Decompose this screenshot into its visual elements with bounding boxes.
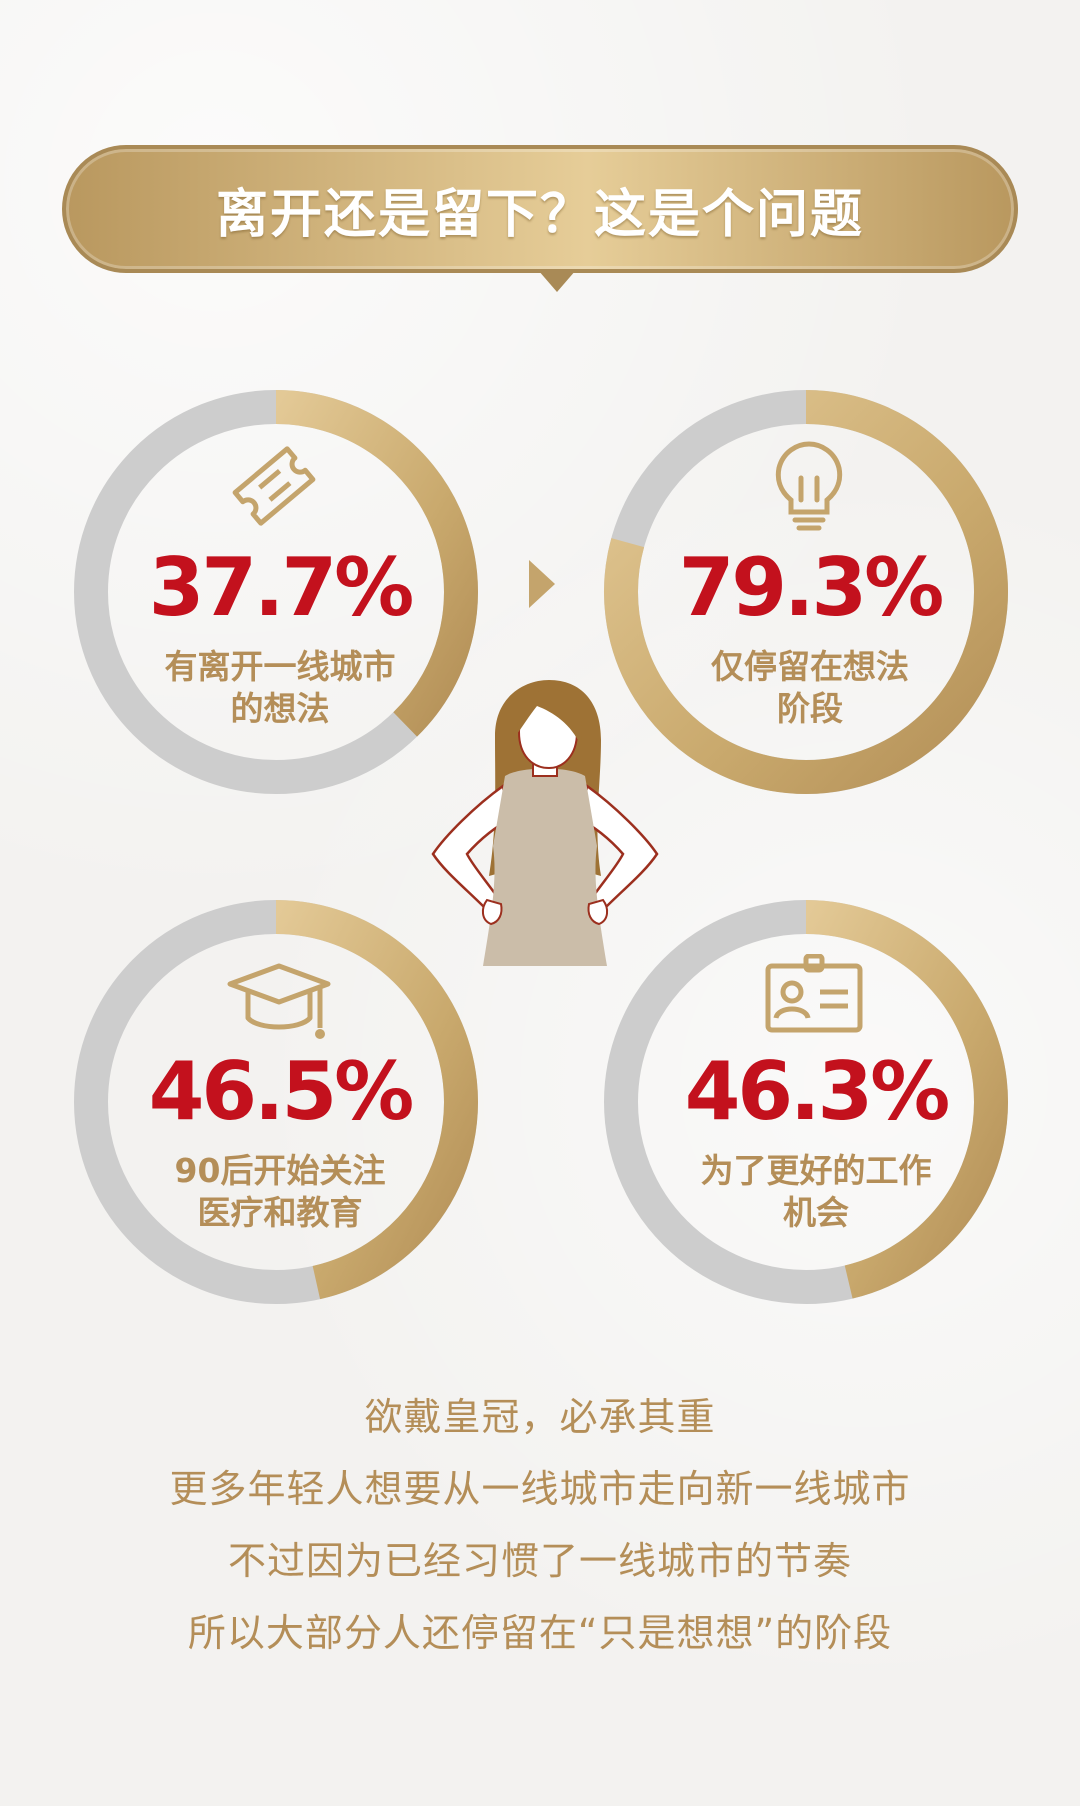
donut-only-thinking [604,390,1008,794]
donut-slice-value [604,390,1008,794]
stat-label: 90后开始关注 医疗和教育 [174,1151,386,1232]
stat-label: 仅停留在想法 阶段 [711,647,909,728]
stat-healthcare-education: 46.5% 90后开始关注 医疗和教育 [110,1052,450,1234]
donut-leave-city [74,390,478,794]
stat-value: 79.3% [678,541,945,634]
caption-line-4: 所以大部分人还停留在“只是想想”的阶段 [187,1611,893,1655]
stat-better-job: 46.3% 为了更好的工作 机会 [646,1052,986,1234]
graduation-cap-icon [227,963,331,1039]
donut-slice-value [275,390,478,737]
stat-only-thinking: 79.3% 仅停留在想法 阶段 [640,548,980,730]
donut-slice-value [275,900,478,1300]
woman-illustration [431,680,659,966]
donut-healthcare-education [74,900,478,1304]
arrow-right-icon [529,560,555,608]
donut-better-job [604,900,1008,1304]
lightbulb-icon [775,441,843,531]
caption-line-3: 不过因为已经习惯了一线城市的节奏 [227,1539,852,1583]
caption-line-1: 欲戴皇冠，必承其重 [364,1395,716,1439]
id-card-icon [765,954,863,1033]
stat-label: 为了更好的工作 机会 [700,1151,932,1232]
stat-label: 有离开一线城市 的想法 [164,647,396,728]
stat-value: 37.7% [148,541,415,634]
stat-leave-city: 37.7% 有离开一线城市 的想法 [110,548,450,730]
ticket-icon [232,446,316,526]
donut-slice-value [805,900,1008,1299]
stat-value: 46.5% [148,1045,415,1138]
caption-line-2: 更多年轻人想要从一线城市走向新一线城市 [169,1467,911,1511]
stat-value: 46.3% [684,1045,951,1138]
banner-pointer [538,270,576,292]
page-title: 离开还是留下？这是个问题 [215,184,864,245]
